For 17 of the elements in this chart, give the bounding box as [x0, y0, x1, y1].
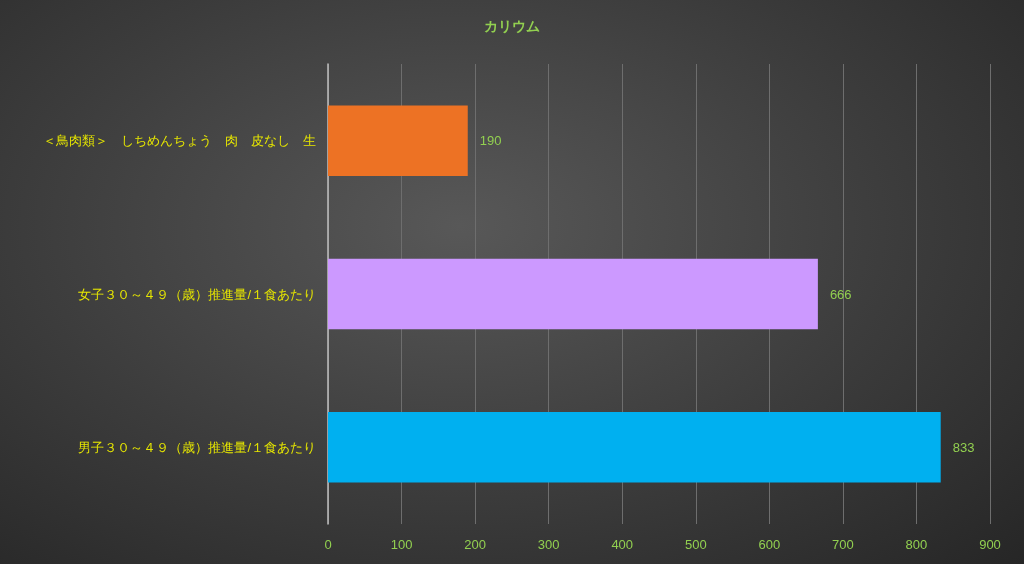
x-tick-label: 700 [832, 537, 854, 552]
x-tick-label: 800 [905, 537, 928, 552]
x-tick-label: 300 [537, 537, 560, 552]
data-label: 190 [479, 133, 502, 149]
x-tick-label: 400 [611, 537, 634, 552]
x-tick-label: 0 [324, 537, 332, 552]
y-tick-label: ＜鳥肉類＞ しちめんちょう 肉 皮なし 生 [43, 133, 316, 149]
data-label: 666 [829, 286, 852, 302]
x-tick-label: 100 [390, 537, 413, 552]
chart-title: カリウム [484, 18, 540, 34]
x-tick-label: 900 [979, 537, 1001, 552]
x-tick-label: 500 [684, 537, 707, 552]
y-tick-label: 女子３０～４９（歳）推進量/１食あたり [78, 286, 316, 302]
x-tick-label: 200 [464, 537, 486, 552]
y-tick-label: 男子３０～４９（歳）推進量/１食あたり [78, 439, 316, 455]
x-tick-label: 600 [758, 537, 781, 552]
data-label: 833 [952, 439, 975, 455]
